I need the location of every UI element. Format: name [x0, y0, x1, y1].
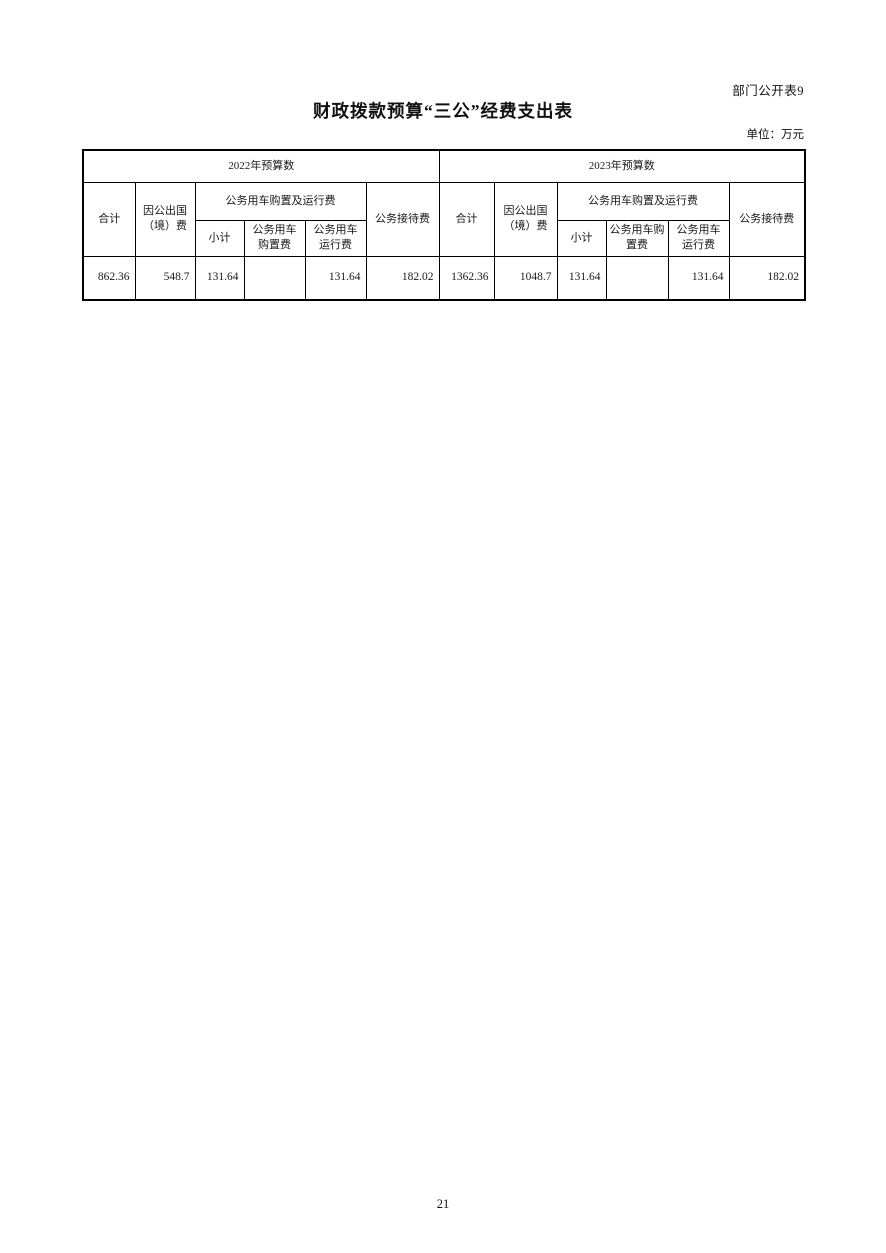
page-number: 21 [436, 1197, 450, 1211]
table-row-years: 2022年预算数 2023年预算数 [82, 149, 806, 183]
cell-2022-vehicle-operation: 131.64 [304, 255, 367, 301]
cell-2022-total: 862.36 [82, 255, 136, 301]
header-2023-abroad: 因公出国（境）费 [493, 181, 558, 257]
table-row-header-lower: 小计 公务用车购置费 公务用车运行费 小计 公务用车购置费 公务用车运行费 [83, 219, 805, 257]
header-2022-reception: 公务接待费 [365, 181, 440, 257]
header-2023-total: 合计 [438, 181, 495, 257]
cell-2023-vehicle-purchase [605, 255, 669, 301]
header-2023-vehicle-operation: 公务用车运行费 [667, 219, 730, 257]
cell-2022-reception: 182.02 [365, 255, 440, 301]
header-2023-vehicle-subtotal: 小计 [556, 219, 607, 257]
header-2022-vehicle-operation: 公务用车运行费 [304, 219, 367, 257]
header-2023-vehicle-group: 公务用车购置及运行费 [556, 181, 730, 221]
header-2022-vehicle-subtotal: 小计 [194, 219, 245, 257]
header-2022-abroad: 因公出国（境）费 [134, 181, 196, 257]
cell-2023-vehicle-subtotal: 131.64 [556, 255, 607, 301]
budget-table-container: 2022年预算数 2023年预算数 合计 因公出国（境）费 公务用车购置及运行费… [82, 149, 806, 301]
cell-2022-vehicle-purchase [243, 255, 306, 301]
budget-table: 2022年预算数 2023年预算数 合计 因公出国（境）费 公务用车购置及运行费… [82, 149, 806, 301]
header-2023-reception: 公务接待费 [728, 181, 806, 257]
cell-2023-abroad: 1048.7 [493, 255, 558, 301]
year-header-2023: 2023年预算数 [438, 149, 806, 183]
cell-2023-total: 1362.36 [438, 255, 495, 301]
page-title: 财政拨款预算“三公”经费支出表 [313, 101, 573, 121]
cell-2023-reception: 182.02 [728, 255, 806, 301]
header-2022-vehicle-group: 公务用车购置及运行费 [194, 181, 367, 221]
unit-label: 单位：万元 [746, 129, 805, 141]
header-2023-vehicle-purchase: 公务用车购置费 [605, 219, 669, 257]
cell-2022-vehicle-subtotal: 131.64 [194, 255, 245, 301]
header-2022-vehicle-purchase: 公务用车购置费 [243, 219, 306, 257]
cell-2023-vehicle-operation: 131.64 [667, 255, 730, 301]
header-2022-total: 合计 [82, 181, 136, 257]
year-header-2022: 2022年预算数 [82, 149, 440, 183]
doc-label: 部门公开表9 [732, 84, 804, 98]
cell-2022-abroad: 548.7 [134, 255, 196, 301]
table-row-header-upper: 合计 因公出国（境）费 公务用车购置及运行费 公务接待费 合计 因公出国（境）费… [82, 181, 806, 257]
table-row-data: 862.36 548.7 131.64 131.64 182.02 1362.3… [82, 255, 806, 301]
